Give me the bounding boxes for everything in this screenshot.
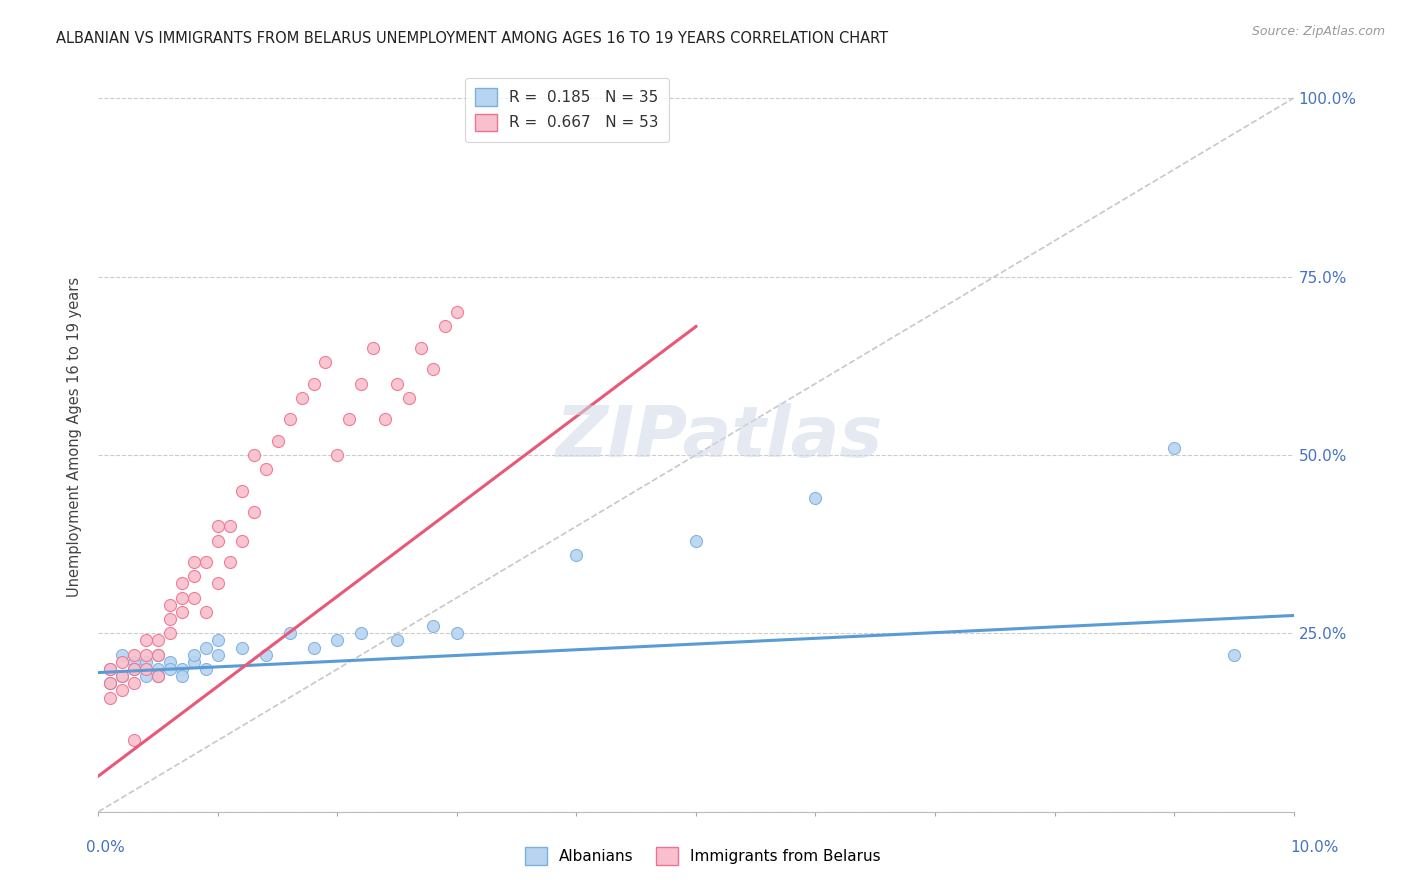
Point (124, 662, 146, 676)
Point (159, 612, 181, 626)
Point (159, 655, 181, 669)
Point (207, 533, 229, 548)
Point (159, 626, 181, 640)
Point (98, 676, 122, 690)
Point (291, 391, 314, 405)
Point (135, 669, 157, 683)
Point (195, 555, 218, 569)
Point (278, 412, 301, 426)
Point (183, 655, 205, 669)
Point (135, 648, 157, 662)
Point (195, 662, 218, 676)
Point (148, 633, 170, 648)
Point (124, 648, 146, 662)
Point (422, 619, 444, 633)
Point (411, 341, 433, 355)
Point (111, 669, 134, 683)
Point (804, 491, 827, 505)
Point (219, 555, 242, 569)
Point (98, 690, 122, 705)
Y-axis label: Unemployment Among Ages 16 to 19 years: Unemployment Among Ages 16 to 19 years (67, 277, 83, 597)
Point (219, 519, 242, 533)
Point (398, 391, 420, 405)
Point (565, 548, 588, 562)
Text: 10.0%: 10.0% (1291, 840, 1339, 855)
Point (135, 662, 157, 676)
Point (124, 662, 146, 676)
Point (111, 669, 134, 683)
Point (1223, 648, 1246, 662)
Point (195, 605, 218, 619)
Point (111, 655, 134, 669)
Point (111, 648, 134, 662)
Point (124, 655, 146, 669)
Point (172, 576, 194, 591)
Point (374, 412, 396, 426)
Point (302, 376, 325, 391)
Point (111, 683, 134, 698)
Point (124, 733, 146, 747)
Point (148, 669, 170, 683)
Point (172, 591, 194, 605)
Point (685, 533, 707, 548)
Point (315, 355, 337, 369)
Point (350, 626, 373, 640)
Point (172, 662, 194, 676)
Point (148, 648, 170, 662)
Point (326, 633, 349, 648)
Point (446, 305, 468, 319)
Text: 0.0%: 0.0% (86, 840, 125, 855)
Point (302, 640, 325, 655)
Text: ALBANIAN VS IMMIGRANTS FROM BELARUS UNEMPLOYMENT AMONG AGES 16 TO 19 YEARS CORRE: ALBANIAN VS IMMIGRANTS FROM BELARUS UNEM… (56, 31, 889, 46)
Point (434, 319, 457, 334)
Text: Source: ZipAtlas.com: Source: ZipAtlas.com (1251, 25, 1385, 38)
Point (231, 483, 253, 498)
Point (363, 341, 385, 355)
Point (422, 362, 444, 376)
Point (183, 569, 205, 583)
Point (267, 434, 290, 448)
Point (183, 591, 205, 605)
Point (207, 576, 229, 591)
Text: ZIPatlas: ZIPatlas (557, 402, 883, 472)
Legend: R =  0.185   N = 35, R =  0.667   N = 53: R = 0.185 N = 35, R = 0.667 N = 53 (464, 78, 669, 142)
Point (254, 462, 277, 476)
Point (124, 676, 146, 690)
Point (98, 676, 122, 690)
Point (148, 648, 170, 662)
Point (1163, 441, 1185, 455)
Point (207, 519, 229, 533)
Point (385, 376, 409, 391)
Legend: Albanians, Immigrants from Belarus: Albanians, Immigrants from Belarus (519, 841, 887, 871)
Point (98, 662, 122, 676)
Point (148, 669, 170, 683)
Point (159, 662, 181, 676)
Point (326, 448, 349, 462)
Point (243, 505, 266, 519)
Point (339, 412, 361, 426)
Point (135, 655, 157, 669)
Point (172, 669, 194, 683)
Point (207, 648, 229, 662)
Point (231, 640, 253, 655)
Point (231, 533, 253, 548)
Point (148, 662, 170, 676)
Point (135, 633, 157, 648)
Point (350, 376, 373, 391)
Point (446, 626, 468, 640)
Point (243, 448, 266, 462)
Point (385, 633, 409, 648)
Point (278, 626, 301, 640)
Point (159, 598, 181, 612)
Point (183, 555, 205, 569)
Point (183, 648, 205, 662)
Point (254, 648, 277, 662)
Point (207, 633, 229, 648)
Point (98, 662, 122, 676)
Point (172, 605, 194, 619)
Point (195, 640, 218, 655)
